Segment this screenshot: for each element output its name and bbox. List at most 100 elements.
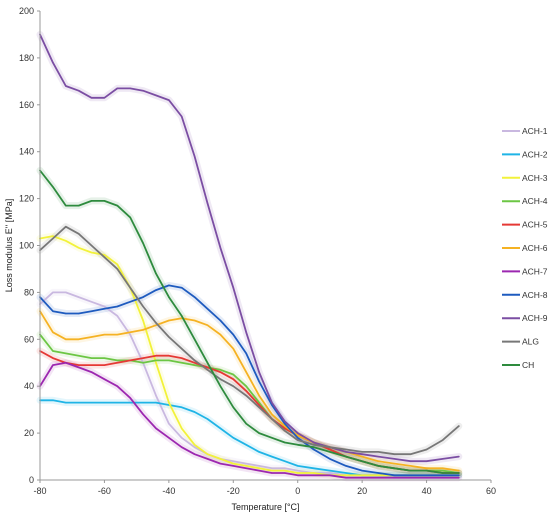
legend-label: ACH-3 xyxy=(522,173,548,183)
data-point xyxy=(52,350,54,352)
data-point xyxy=(78,233,80,235)
data-point xyxy=(245,385,247,387)
data-point xyxy=(409,453,412,455)
data-point xyxy=(297,474,299,476)
data-point xyxy=(313,444,315,446)
data-point xyxy=(393,453,395,455)
data-point xyxy=(313,472,315,474)
data-point xyxy=(426,448,428,451)
legend-label: ACH-6 xyxy=(522,243,548,253)
data-point xyxy=(129,359,131,361)
data-point xyxy=(232,406,234,408)
data-point xyxy=(155,427,157,429)
data-point xyxy=(329,474,331,476)
data-point xyxy=(284,441,286,444)
data-point xyxy=(258,402,260,404)
data-point xyxy=(52,62,54,64)
y-tick-label: 60 xyxy=(24,334,34,344)
y-tick-label: 180 xyxy=(19,53,34,63)
data-point xyxy=(168,402,170,404)
legend-label: ACH-1 xyxy=(522,126,548,136)
y-axis-title: Loss modulus E'' [MPa] xyxy=(4,199,14,292)
data-point xyxy=(155,402,157,404)
data-point xyxy=(103,378,105,380)
x-tick-label: -60 xyxy=(98,486,111,496)
data-point xyxy=(181,427,183,429)
data-point xyxy=(116,362,118,364)
data-point xyxy=(103,200,105,202)
data-point xyxy=(361,456,363,458)
data-point xyxy=(393,463,395,465)
data-point xyxy=(168,319,170,322)
data-point xyxy=(142,357,144,359)
data-point xyxy=(409,470,412,472)
legend-label: ALG xyxy=(522,337,539,347)
data-point xyxy=(78,338,80,340)
data-point xyxy=(90,310,93,312)
y-tick-label: 80 xyxy=(24,287,34,297)
data-point xyxy=(168,355,170,357)
data-point xyxy=(409,460,412,462)
data-point xyxy=(258,404,260,406)
data-point xyxy=(377,474,379,476)
data-point xyxy=(65,402,67,404)
data-point xyxy=(245,463,247,465)
data-point xyxy=(129,334,131,336)
data-point xyxy=(168,359,170,361)
data-point xyxy=(194,411,196,413)
data-point xyxy=(297,439,299,441)
y-tick-label: 20 xyxy=(24,428,34,438)
data-point xyxy=(129,331,131,333)
data-point xyxy=(458,425,460,427)
legend-label: ACH-8 xyxy=(522,290,548,300)
data-point xyxy=(78,296,80,298)
data-point xyxy=(78,364,80,366)
data-point xyxy=(271,413,273,415)
data-point xyxy=(361,451,363,453)
data-point xyxy=(155,289,157,291)
data-point xyxy=(206,453,209,455)
data-point xyxy=(232,287,234,289)
data-point xyxy=(232,437,234,439)
data-point xyxy=(181,115,183,118)
data-point xyxy=(458,472,460,474)
data-point xyxy=(90,97,93,99)
data-point xyxy=(52,186,54,188)
data-point xyxy=(271,470,273,472)
y-tick-label: 40 xyxy=(24,381,34,391)
data-point xyxy=(258,467,260,469)
data-point xyxy=(297,434,299,436)
data-point xyxy=(116,205,118,207)
data-point xyxy=(442,477,444,479)
data-point xyxy=(442,472,444,474)
data-point xyxy=(232,378,234,380)
data-point xyxy=(78,205,80,207)
data-point xyxy=(194,296,196,298)
data-point xyxy=(168,437,170,439)
data-point xyxy=(271,472,273,474)
data-point xyxy=(65,205,67,207)
data-point xyxy=(345,477,347,479)
data-point xyxy=(409,474,412,476)
data-point xyxy=(168,296,170,298)
data-point xyxy=(219,319,221,322)
data-point xyxy=(181,446,183,448)
data-point xyxy=(219,463,221,465)
data-point xyxy=(129,287,131,289)
data-point xyxy=(194,338,196,340)
data-point xyxy=(245,423,247,425)
data-point xyxy=(245,331,247,333)
data-point xyxy=(442,439,444,441)
data-point xyxy=(142,319,144,322)
data-point xyxy=(313,467,315,469)
data-point xyxy=(65,338,67,340)
data-point xyxy=(271,402,273,404)
data-point xyxy=(116,334,118,336)
data-point xyxy=(232,465,234,467)
data-point xyxy=(155,362,157,364)
data-point xyxy=(219,334,221,336)
data-point xyxy=(442,474,444,476)
data-point xyxy=(78,247,80,249)
data-point xyxy=(181,437,183,439)
data-point xyxy=(116,268,118,270)
